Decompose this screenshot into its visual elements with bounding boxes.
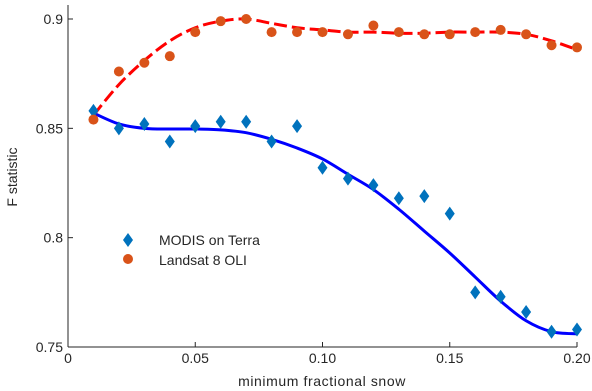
landsat-point — [215, 16, 226, 27]
landsat-point — [266, 27, 277, 38]
landsat-point — [317, 27, 328, 38]
modis-point — [190, 119, 201, 134]
x-tick-label: 0.10 — [309, 350, 336, 366]
modis-point — [470, 285, 481, 300]
landsat-point — [495, 24, 506, 35]
y-tick-label: 0.9 — [44, 11, 64, 27]
modis-point — [164, 134, 175, 149]
y-axis-label: F statistic — [4, 147, 20, 206]
modis-point — [521, 305, 532, 320]
modis-point — [317, 160, 328, 175]
x-tick-label: 0.20 — [563, 350, 590, 366]
landsat-point — [368, 20, 379, 31]
landsat-point — [393, 27, 404, 38]
landsat-point — [139, 57, 150, 68]
modis-fit-line — [92, 111, 578, 336]
modis-point — [241, 114, 252, 129]
legend-marker-circle — [123, 254, 133, 264]
modis-point — [572, 322, 582, 337]
modis-point — [88, 103, 99, 118]
landsat-fit-line — [92, 17, 578, 117]
modis-point — [342, 171, 353, 186]
landsat-point — [546, 40, 557, 51]
landsat-point — [113, 66, 124, 77]
x-tick-label: 0.05 — [182, 350, 209, 366]
modis-point — [393, 191, 404, 206]
legend-label-modis: MODIS on Terra — [159, 232, 260, 248]
landsat-point — [521, 29, 532, 40]
landsat-point — [241, 14, 252, 24]
modis-point — [292, 119, 303, 134]
fit-lines — [92, 17, 578, 336]
modis-point — [495, 289, 506, 304]
modis-point — [546, 324, 557, 339]
landsat-point — [572, 42, 582, 53]
y-tick-label: 0.85 — [36, 120, 63, 136]
y-tick-label: 0.75 — [36, 339, 63, 355]
modis-point — [215, 114, 226, 129]
legend-item-modis: MODIS on Terra — [123, 232, 260, 248]
legend-marker-diamond — [123, 233, 133, 247]
y-tick-label: 0.8 — [44, 230, 64, 246]
legend-label-landsat: Landsat 8 OLI — [159, 252, 247, 268]
x-ticks: 0 0.05 0.10 0.15 0.20 — [64, 342, 591, 366]
modis-point — [444, 206, 455, 221]
modis-point — [368, 178, 379, 193]
landsat-point — [88, 114, 99, 125]
landsat-point — [164, 51, 175, 62]
x-axis-label: minimum fractional snow — [238, 373, 406, 389]
landsat-point — [419, 29, 430, 40]
legend: MODIS on Terra Landsat 8 OLI — [123, 232, 260, 268]
x-tick-label: 0.15 — [436, 350, 463, 366]
modis-point — [266, 134, 277, 149]
y-ticks: 0.75 0.8 0.85 0.9 — [36, 11, 73, 355]
landsat-point — [444, 29, 455, 40]
legend-item-landsat: Landsat 8 OLI — [123, 252, 247, 268]
landsat-point — [190, 27, 201, 38]
landsat-point — [292, 27, 303, 38]
modis-point — [113, 121, 124, 136]
data-markers — [88, 14, 582, 339]
modis-point — [139, 116, 150, 131]
landsat-point — [342, 29, 353, 40]
x-tick-label: 0 — [64, 350, 72, 366]
landsat-point — [470, 27, 481, 38]
modis-point — [419, 189, 430, 204]
